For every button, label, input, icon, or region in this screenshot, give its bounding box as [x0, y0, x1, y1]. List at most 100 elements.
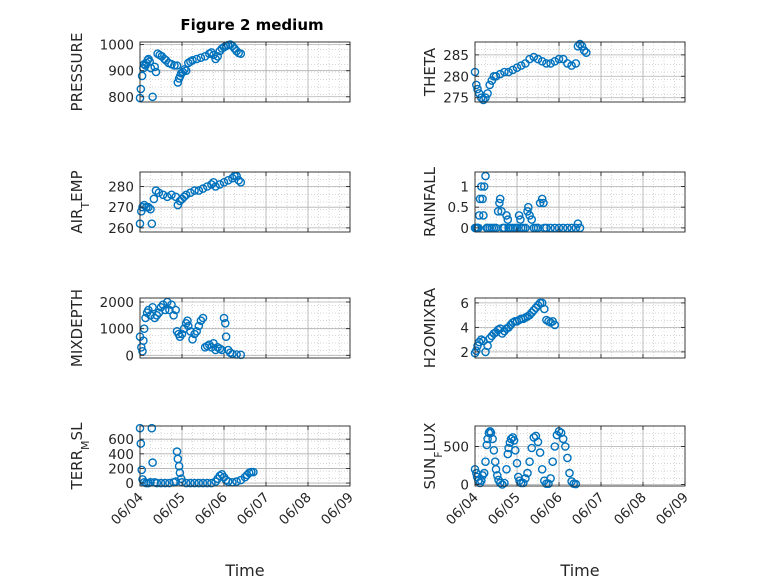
data-point	[236, 49, 246, 59]
subplot-rainfall: 0 0.5 1 RAINFALL	[421, 166, 686, 237]
data-point	[519, 478, 528, 488]
data-point	[491, 72, 501, 81]
data-point	[138, 202, 147, 212]
data-point	[546, 59, 555, 68]
subplot-h2omixra: 2 4 6 H2OMIXRA	[421, 287, 686, 368]
data-point	[483, 341, 492, 351]
data-point	[474, 211, 484, 220]
y-axis-label: H2OMIXRA	[421, 287, 439, 368]
data-point	[563, 453, 572, 463]
data-point	[161, 56, 171, 65]
y-tick-label: 285	[443, 48, 469, 64]
data-point	[188, 334, 197, 344]
data-point	[533, 300, 543, 310]
y-tick-label: 260	[108, 221, 134, 237]
data-point	[495, 478, 505, 488]
data-point	[542, 59, 551, 68]
data-point	[537, 57, 547, 66]
data-point	[537, 194, 547, 204]
data-point	[213, 52, 222, 61]
data-point	[503, 449, 513, 459]
data-point	[529, 305, 539, 315]
data-point	[554, 54, 564, 64]
x-tick-label: 06/04	[108, 490, 147, 529]
data-point	[150, 62, 159, 72]
y-tick-label: 0	[125, 476, 134, 492]
data-point	[491, 464, 501, 474]
axes-frame	[139, 297, 351, 359]
data-point	[474, 89, 484, 98]
data-point	[500, 478, 509, 488]
data-point	[152, 310, 162, 320]
y-axis-label: TERRMSL	[68, 422, 92, 491]
data-point	[577, 42, 587, 51]
data-point	[171, 305, 180, 315]
data-point	[186, 478, 195, 488]
data-point	[524, 202, 533, 212]
data-point	[137, 465, 146, 475]
data-point	[479, 211, 488, 220]
data-point	[207, 48, 216, 57]
data-point	[219, 177, 229, 187]
data-point	[575, 39, 585, 49]
data-point	[147, 219, 157, 228]
data-point	[473, 84, 482, 94]
x-tick-label: 06/06	[192, 490, 231, 529]
data-point	[558, 223, 568, 233]
data-point	[204, 340, 214, 350]
data-point	[523, 468, 532, 478]
x-tick-label: 06/04	[443, 490, 482, 529]
data-point	[181, 190, 191, 200]
data-point	[156, 478, 166, 488]
data-point	[575, 223, 585, 233]
subplot-pressure: 800 900 1000 PRESSURE	[68, 33, 351, 111]
figure-title: Figure 2 medium	[180, 16, 323, 34]
axes-frame	[474, 297, 686, 359]
data-point	[196, 53, 206, 63]
data-point	[482, 440, 492, 450]
data-point	[533, 54, 543, 64]
data-point	[154, 188, 164, 197]
data-point	[136, 84, 146, 94]
data-point	[561, 442, 570, 451]
data-point	[563, 223, 572, 233]
data-point	[183, 321, 193, 331]
data-point	[479, 182, 489, 191]
data-point	[533, 437, 543, 447]
data-point	[215, 180, 225, 189]
data-point	[495, 194, 505, 204]
data-point	[535, 198, 545, 208]
y-axis-label: AIRTEMP	[68, 170, 92, 233]
data-point	[521, 474, 530, 483]
y-axis-label: THETA	[421, 47, 439, 97]
data-point	[180, 65, 189, 74]
y-axis-label: SUNFLUX	[421, 423, 445, 490]
y-tick-label: 280	[443, 69, 469, 85]
data-point	[497, 480, 507, 489]
data-point	[527, 308, 537, 318]
data-point	[478, 194, 487, 204]
data-point	[516, 61, 526, 70]
data-point	[571, 223, 581, 233]
data-point	[567, 223, 576, 233]
data-point	[207, 180, 216, 189]
data-point	[236, 177, 246, 187]
data-point	[544, 479, 553, 489]
data-point	[509, 436, 519, 445]
data-point	[194, 321, 204, 331]
data-point	[529, 52, 539, 62]
data-point	[563, 59, 572, 68]
y-tick-label: 280	[108, 179, 134, 195]
data-point	[217, 345, 227, 355]
data-point	[162, 192, 172, 202]
axes-frame	[474, 41, 686, 103]
y-tick-label: 0.5	[448, 200, 469, 216]
data-point	[146, 204, 155, 214]
axes-frame	[139, 171, 351, 233]
data-point	[198, 478, 208, 488]
data-point	[582, 48, 591, 58]
data-point	[565, 468, 574, 478]
